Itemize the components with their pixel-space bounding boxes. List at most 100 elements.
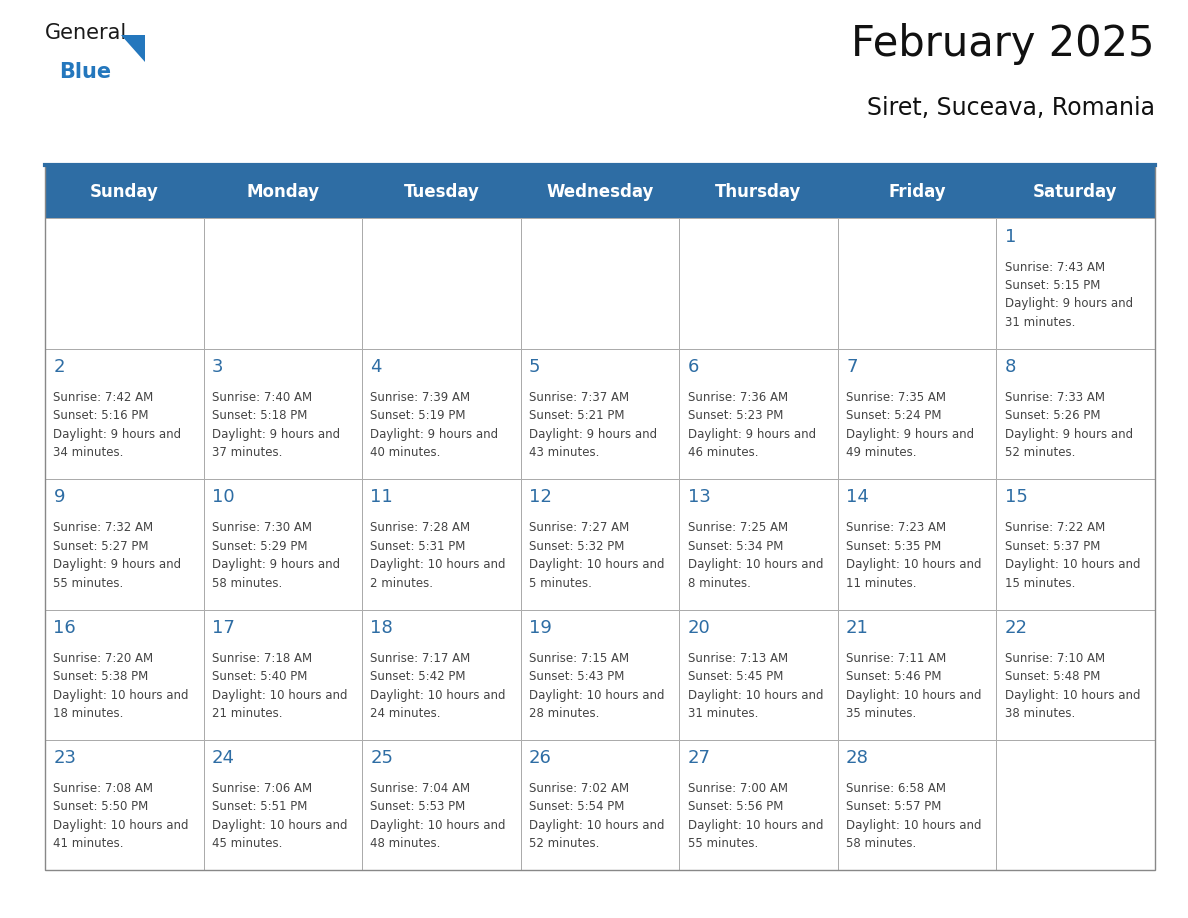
Text: Sunrise: 7:36 AM: Sunrise: 7:36 AM	[688, 391, 788, 404]
Text: 55 minutes.: 55 minutes.	[53, 577, 124, 589]
Text: Sunset: 5:56 PM: Sunset: 5:56 PM	[688, 800, 783, 813]
Text: Daylight: 9 hours and: Daylight: 9 hours and	[53, 558, 182, 571]
Text: Sunset: 5:26 PM: Sunset: 5:26 PM	[1005, 409, 1100, 422]
Text: General: General	[45, 23, 127, 43]
Bar	[203, 349, 362, 479]
Text: Sunset: 5:16 PM: Sunset: 5:16 PM	[53, 409, 148, 422]
Bar	[680, 610, 838, 740]
Text: Thursday: Thursday	[715, 183, 802, 201]
Text: Sunrise: 7:32 AM: Sunrise: 7:32 AM	[53, 521, 153, 534]
Text: 46 minutes.: 46 minutes.	[688, 446, 758, 459]
Text: 40 minutes.: 40 minutes.	[371, 446, 441, 459]
Bar	[203, 740, 362, 870]
Bar	[680, 218, 838, 349]
Text: 18: 18	[371, 619, 393, 637]
Text: Daylight: 10 hours and: Daylight: 10 hours and	[371, 688, 506, 701]
Text: Sunset: 5:19 PM: Sunset: 5:19 PM	[371, 409, 466, 422]
Text: Sunrise: 7:06 AM: Sunrise: 7:06 AM	[211, 782, 312, 795]
Text: 19: 19	[529, 619, 552, 637]
Text: Sunday: Sunday	[90, 183, 159, 201]
Text: Sunrise: 7:23 AM: Sunrise: 7:23 AM	[846, 521, 946, 534]
Text: Sunrise: 7:42 AM: Sunrise: 7:42 AM	[53, 391, 153, 404]
Text: Daylight: 10 hours and: Daylight: 10 hours and	[529, 819, 664, 832]
Text: 5 minutes.: 5 minutes.	[529, 577, 592, 589]
Text: 17: 17	[211, 619, 235, 637]
Text: Sunset: 5:35 PM: Sunset: 5:35 PM	[846, 540, 941, 553]
Text: 7: 7	[846, 358, 858, 376]
Text: Sunset: 5:29 PM: Sunset: 5:29 PM	[211, 540, 308, 553]
Text: Sunrise: 7:39 AM: Sunrise: 7:39 AM	[371, 391, 470, 404]
Text: Siret, Suceava, Romania: Siret, Suceava, Romania	[867, 96, 1155, 120]
Text: Daylight: 10 hours and: Daylight: 10 hours and	[1005, 558, 1140, 571]
Text: 15 minutes.: 15 minutes.	[1005, 577, 1075, 589]
Text: Sunset: 5:43 PM: Sunset: 5:43 PM	[529, 670, 625, 683]
Text: 35 minutes.: 35 minutes.	[846, 707, 916, 720]
Text: Sunrise: 7:25 AM: Sunrise: 7:25 AM	[688, 521, 788, 534]
Text: 11: 11	[371, 488, 393, 507]
Bar	[203, 218, 362, 349]
Text: Daylight: 10 hours and: Daylight: 10 hours and	[846, 819, 981, 832]
Text: Sunset: 5:34 PM: Sunset: 5:34 PM	[688, 540, 783, 553]
Text: Daylight: 10 hours and: Daylight: 10 hours and	[371, 819, 506, 832]
Text: Sunrise: 7:18 AM: Sunrise: 7:18 AM	[211, 652, 312, 665]
Text: 23: 23	[53, 749, 76, 767]
Text: 24 minutes.: 24 minutes.	[371, 707, 441, 720]
Bar	[838, 349, 997, 479]
Text: Daylight: 10 hours and: Daylight: 10 hours and	[53, 819, 189, 832]
Text: 5: 5	[529, 358, 541, 376]
Text: Sunrise: 7:30 AM: Sunrise: 7:30 AM	[211, 521, 312, 534]
Text: Sunset: 5:31 PM: Sunset: 5:31 PM	[371, 540, 466, 553]
Text: Daylight: 10 hours and: Daylight: 10 hours and	[371, 558, 506, 571]
Bar	[520, 610, 680, 740]
Text: Daylight: 9 hours and: Daylight: 9 hours and	[1005, 428, 1132, 441]
Bar	[838, 218, 997, 349]
Text: Daylight: 10 hours and: Daylight: 10 hours and	[211, 688, 347, 701]
Text: Daylight: 9 hours and: Daylight: 9 hours and	[53, 428, 182, 441]
Text: Sunrise: 7:00 AM: Sunrise: 7:00 AM	[688, 782, 788, 795]
Text: Sunset: 5:27 PM: Sunset: 5:27 PM	[53, 540, 148, 553]
Text: Sunset: 5:23 PM: Sunset: 5:23 PM	[688, 409, 783, 422]
Text: Daylight: 10 hours and: Daylight: 10 hours and	[529, 688, 664, 701]
Bar	[520, 218, 680, 349]
Text: Sunrise: 7:43 AM: Sunrise: 7:43 AM	[1005, 261, 1105, 274]
Text: Sunrise: 7:15 AM: Sunrise: 7:15 AM	[529, 652, 630, 665]
Text: 52 minutes.: 52 minutes.	[529, 837, 600, 850]
Text: 4: 4	[371, 358, 383, 376]
Bar	[997, 740, 1155, 870]
Text: Daylight: 10 hours and: Daylight: 10 hours and	[688, 558, 823, 571]
Text: Sunset: 5:51 PM: Sunset: 5:51 PM	[211, 800, 308, 813]
Text: 58 minutes.: 58 minutes.	[846, 837, 916, 850]
Text: Sunrise: 7:11 AM: Sunrise: 7:11 AM	[846, 652, 947, 665]
Text: Sunset: 5:45 PM: Sunset: 5:45 PM	[688, 670, 783, 683]
Text: 14: 14	[846, 488, 868, 507]
Text: Sunrise: 7:13 AM: Sunrise: 7:13 AM	[688, 652, 788, 665]
Bar	[520, 349, 680, 479]
Text: 27: 27	[688, 749, 710, 767]
Bar	[45, 218, 203, 349]
Bar	[362, 218, 520, 349]
Text: Sunrise: 7:20 AM: Sunrise: 7:20 AM	[53, 652, 153, 665]
Text: Sunset: 5:38 PM: Sunset: 5:38 PM	[53, 670, 148, 683]
Text: 31 minutes.: 31 minutes.	[1005, 316, 1075, 329]
Text: Sunset: 5:37 PM: Sunset: 5:37 PM	[1005, 540, 1100, 553]
Text: Daylight: 9 hours and: Daylight: 9 hours and	[529, 428, 657, 441]
Text: Tuesday: Tuesday	[404, 183, 480, 201]
Text: Daylight: 10 hours and: Daylight: 10 hours and	[53, 688, 189, 701]
Text: Sunrise: 7:17 AM: Sunrise: 7:17 AM	[371, 652, 470, 665]
Text: Sunrise: 7:40 AM: Sunrise: 7:40 AM	[211, 391, 312, 404]
Text: Sunset: 5:18 PM: Sunset: 5:18 PM	[211, 409, 308, 422]
Text: Sunset: 5:15 PM: Sunset: 5:15 PM	[1005, 279, 1100, 292]
Text: Daylight: 9 hours and: Daylight: 9 hours and	[211, 558, 340, 571]
Text: 58 minutes.: 58 minutes.	[211, 577, 283, 589]
Text: Daylight: 10 hours and: Daylight: 10 hours and	[1005, 688, 1140, 701]
Text: Sunset: 5:24 PM: Sunset: 5:24 PM	[846, 409, 942, 422]
Bar	[45, 349, 203, 479]
Text: Sunset: 5:57 PM: Sunset: 5:57 PM	[846, 800, 941, 813]
Text: February 2025: February 2025	[852, 23, 1155, 65]
Bar	[203, 479, 362, 610]
Text: Sunset: 5:54 PM: Sunset: 5:54 PM	[529, 800, 625, 813]
Text: Daylight: 9 hours and: Daylight: 9 hours and	[1005, 297, 1132, 310]
Text: 22: 22	[1005, 619, 1028, 637]
Text: Daylight: 10 hours and: Daylight: 10 hours and	[846, 688, 981, 701]
Text: Daylight: 9 hours and: Daylight: 9 hours and	[846, 428, 974, 441]
